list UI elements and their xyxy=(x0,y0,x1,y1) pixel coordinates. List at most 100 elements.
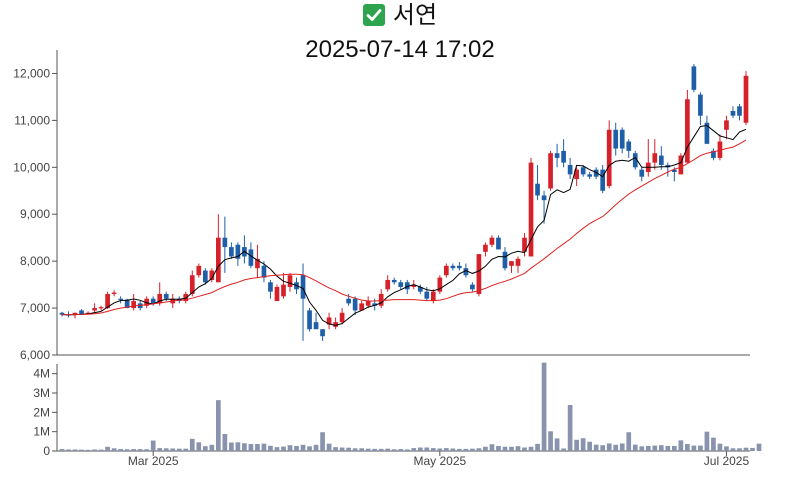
volume-bar xyxy=(554,438,560,451)
candle-body xyxy=(743,75,749,123)
candle-body xyxy=(574,169,579,180)
price-y-tick-label: 11,000 xyxy=(14,113,50,127)
candle-body xyxy=(619,129,625,149)
candle-body xyxy=(489,237,495,245)
candle xyxy=(443,263,449,278)
volume-bar xyxy=(417,447,423,451)
candle xyxy=(202,268,208,285)
candle-body xyxy=(548,153,553,189)
candle xyxy=(632,150,638,170)
title-text: 서연 xyxy=(392,2,438,29)
volume-bar xyxy=(730,448,736,451)
candle xyxy=(391,277,397,285)
ma20-line xyxy=(62,139,747,316)
volume-bar xyxy=(202,446,208,451)
price-y-tick-label: 7,000 xyxy=(20,301,50,315)
candle xyxy=(144,296,150,309)
candle-body xyxy=(567,164,573,175)
candle xyxy=(639,167,645,182)
candle-body xyxy=(613,129,619,149)
candle-body xyxy=(398,282,404,287)
candle xyxy=(724,115,729,140)
volume-bar xyxy=(470,448,475,451)
volume-bar xyxy=(196,442,202,451)
volume-bar xyxy=(509,446,514,451)
candle-body xyxy=(79,310,84,315)
volume-bar xyxy=(450,448,456,451)
volume-y-tick-label: 3M xyxy=(33,386,50,400)
candle-body xyxy=(437,277,443,292)
volume-bar xyxy=(671,445,677,451)
volume-bar xyxy=(372,448,378,451)
price-y-tick-label: 10,000 xyxy=(13,160,50,174)
volume-bar xyxy=(118,449,123,451)
volume-bar xyxy=(463,448,469,451)
candle xyxy=(652,139,658,170)
candle xyxy=(255,244,260,278)
candle xyxy=(430,289,436,304)
volume-bar xyxy=(717,443,723,451)
volume-bar xyxy=(72,449,78,451)
candle xyxy=(450,263,456,271)
candle xyxy=(483,242,488,257)
volume-bar xyxy=(150,440,156,451)
candle xyxy=(561,139,566,168)
volume-bar xyxy=(587,441,593,451)
check-mark-icon xyxy=(362,4,385,26)
candle-body xyxy=(476,254,482,294)
candle xyxy=(333,317,338,330)
candle xyxy=(685,89,690,163)
candle xyxy=(717,134,723,161)
candle-body xyxy=(59,312,65,315)
candle-body xyxy=(632,153,638,168)
volume-y-tick-label: 2M xyxy=(33,405,50,419)
candle xyxy=(548,150,553,191)
price-y-tick-label: 9,000 xyxy=(20,207,50,221)
candle xyxy=(215,214,221,283)
candle xyxy=(398,279,404,290)
volume-bar xyxy=(541,362,547,451)
candle xyxy=(417,284,423,294)
volume-bar xyxy=(658,445,664,451)
candle-body xyxy=(528,162,534,257)
candle xyxy=(711,148,716,161)
candle-body xyxy=(144,298,150,306)
candle xyxy=(274,284,280,302)
volume-bar xyxy=(326,443,332,451)
volume-bar xyxy=(333,447,338,451)
candle xyxy=(658,146,664,170)
candle xyxy=(645,139,651,177)
volume-bar xyxy=(476,448,482,451)
candle xyxy=(509,261,514,273)
x-axis-ticks: Mar 2025 May 2025 Jul 2025 xyxy=(128,451,750,468)
volume-y-tick-label: 0 xyxy=(43,444,50,458)
candle xyxy=(365,296,371,309)
volume-bar xyxy=(652,445,658,451)
volume-bar xyxy=(665,445,671,451)
candle xyxy=(92,303,97,313)
candle-body xyxy=(717,141,723,158)
candle-body xyxy=(274,286,280,302)
candle-body xyxy=(378,294,384,306)
candle-body xyxy=(724,120,729,130)
volume-bar xyxy=(137,449,143,451)
candle-body xyxy=(229,247,234,257)
moving-average-lines xyxy=(61,124,747,326)
candle xyxy=(691,64,697,93)
volume-bar xyxy=(404,449,410,451)
volume-bar xyxy=(711,437,716,451)
volume-bar xyxy=(170,448,176,451)
candle-body xyxy=(183,294,189,302)
candle xyxy=(613,122,619,156)
candle xyxy=(378,289,384,309)
volume-bar xyxy=(248,444,254,451)
price-candles xyxy=(59,64,749,341)
x-tick-label: Jul 2025 xyxy=(704,454,750,468)
candle-body xyxy=(372,303,378,306)
candle xyxy=(737,103,742,121)
volume-bar xyxy=(105,446,110,451)
candle-body xyxy=(209,270,215,280)
candle-body xyxy=(404,282,410,290)
candle-body xyxy=(417,286,423,292)
volume-bar xyxy=(613,444,619,451)
